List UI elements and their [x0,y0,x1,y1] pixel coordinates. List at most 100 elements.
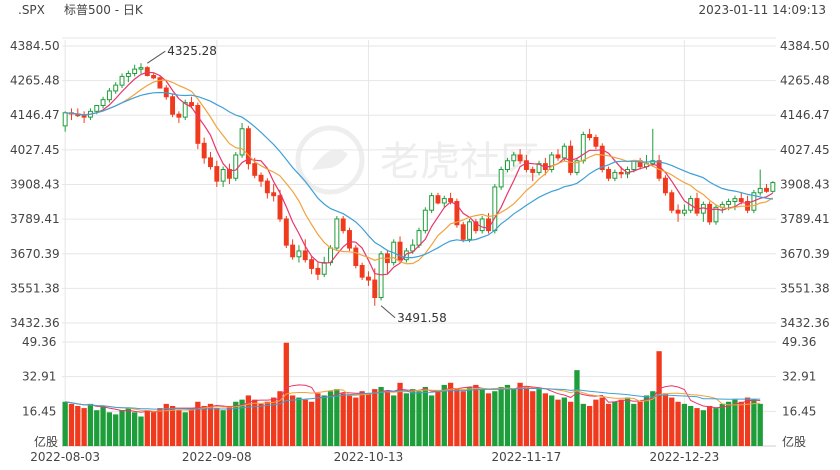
volume-bar [75,405,81,446]
candle-body [176,113,182,118]
candle-body [62,112,68,127]
volume-tick-label: 32.91 [22,370,56,384]
candle-body [94,104,100,112]
candle [498,166,504,190]
candle-body [170,96,176,115]
candle [599,143,605,173]
candle [587,128,593,141]
volume-bar [226,405,233,446]
volume-bar [252,399,258,446]
volume-bar [214,408,220,446]
candle-body [182,102,188,118]
candle [467,218,473,243]
volume-bar [277,391,283,446]
volume-bar [334,389,340,446]
candle [347,227,352,251]
candle-body [738,198,744,202]
volume-bar [504,384,511,446]
candle [675,204,681,222]
volume-bar [688,405,694,446]
candle [189,96,194,109]
candle-body [732,198,738,202]
candle [214,160,220,187]
candle-body [309,259,315,269]
volume-bar [511,389,517,446]
volume-bar [308,401,315,446]
candle [201,137,207,164]
volume-bar [245,395,252,446]
price-tick-label: 3551.38 [780,281,830,295]
volume-axis-right: 49.36 32.91 16.45 亿股 [782,335,816,449]
candle-body [208,157,213,168]
volume-bar [435,391,441,446]
candle [75,108,81,118]
candle [106,88,112,103]
candle-body [403,250,409,261]
annotations: 4325.28 3491.58 [147,44,447,325]
candle [555,149,561,161]
price-axis-right: 4384.50 4265.48 4146.47 4027.45 3908.43 3789.… [780,39,830,330]
candle-body [669,192,675,211]
candle [132,64,138,77]
candle [662,175,668,196]
price-tick-label: 4027.45 [10,143,60,157]
price-tick-label: 3789.41 [780,212,830,226]
volume-bar [751,399,757,446]
candle-body [707,203,713,223]
candle-body [340,218,346,232]
candle-body [157,77,163,89]
candle [650,128,656,167]
volume-bar [233,401,239,446]
candle [321,256,327,278]
volume-bar [100,405,106,446]
volume-bar [536,389,542,446]
candle-body [334,218,340,249]
volume-bar [466,387,473,446]
volume-bar [119,410,125,446]
volume-bar [447,382,454,446]
volume-bar [302,399,308,446]
date-label: 2022-10-13 [334,450,404,464]
ma5-line [65,71,774,276]
volume-bar [732,399,738,446]
volume-bar [264,401,271,446]
ma10-volume-line [65,387,761,412]
volume-bar [738,401,744,446]
candle-body [252,163,258,176]
volume-bar [485,393,492,446]
candle-body [359,265,365,278]
candle-body [561,145,567,159]
volume-bar [410,389,416,446]
volume-bar [498,387,504,446]
volume-bar [757,403,763,446]
price-tick-label: 4146.47 [10,108,60,122]
candle [119,73,125,89]
volume-bar [132,412,138,446]
candle-body [511,154,517,162]
price-tick-label: 4146.47 [780,108,830,122]
volume-bar [416,391,422,446]
high-pointer [147,50,166,64]
candle-body [138,67,144,70]
candle-body [302,250,308,261]
price-tick-label: 3432.36 [780,316,830,330]
volume-bar [144,410,150,446]
candle [208,152,213,170]
candle [81,111,87,123]
candle-body [214,166,220,182]
low-label: 3491.58 [397,311,447,325]
candle [574,157,580,176]
volume-bar [327,391,334,446]
volume-bar [637,401,643,446]
ma5-volume-line [65,384,761,413]
volume-unit-label: 亿股 [782,434,806,449]
candle-body [612,171,618,179]
volume-bars [62,342,763,446]
volume-bar [662,393,669,446]
candle [283,216,289,249]
price-tick-label: 4384.50 [10,39,60,53]
candle [429,192,435,214]
candle [460,221,466,243]
candle-body [675,209,681,214]
